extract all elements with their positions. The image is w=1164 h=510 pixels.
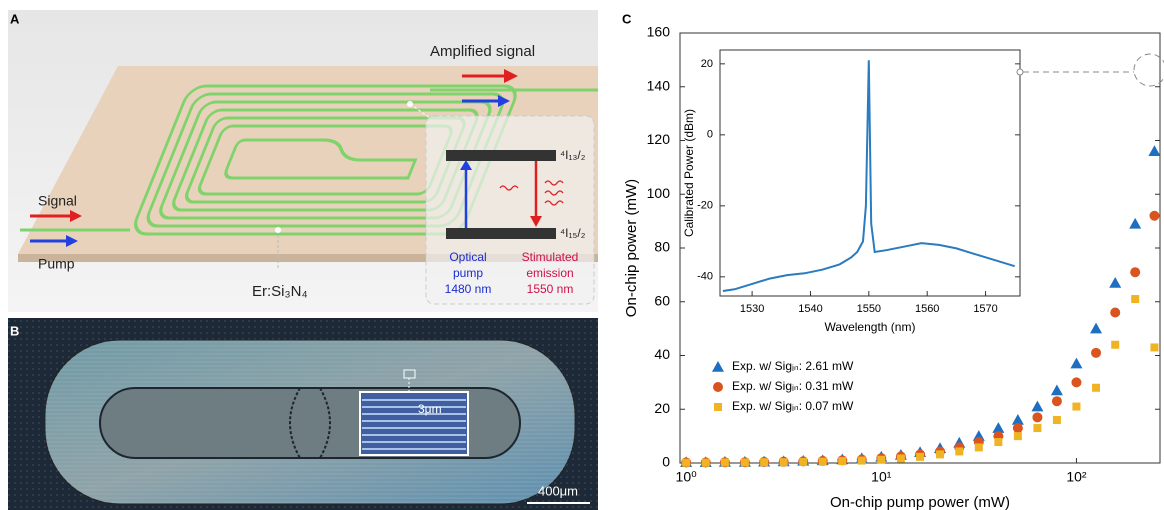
y-tick-label: -20 xyxy=(697,200,713,212)
y-tick-label: 40 xyxy=(654,346,670,362)
label: 1480 nm xyxy=(445,282,492,296)
marker xyxy=(1032,412,1042,422)
marker xyxy=(1131,295,1139,303)
y-axis-label: Calibrated Power (dBm) xyxy=(682,109,696,237)
panel-a: A Amplified signal Signal Pump Er:Si₃N₄ … xyxy=(8,10,598,312)
marker xyxy=(916,453,924,461)
y-tick-label: 80 xyxy=(654,239,670,255)
marker xyxy=(955,447,963,455)
label: Amplified signal xyxy=(430,43,535,60)
marker xyxy=(975,443,983,451)
marker xyxy=(1110,308,1120,318)
legend-marker xyxy=(714,403,722,411)
marker xyxy=(702,459,710,467)
zoom-inset xyxy=(360,392,468,455)
x-tick-label: 10² xyxy=(1066,469,1087,485)
marker xyxy=(1129,218,1141,229)
scale-bar-label: 400μm xyxy=(538,483,578,498)
y-tick-label: 60 xyxy=(654,292,670,308)
marker xyxy=(1014,432,1022,440)
marker xyxy=(1013,423,1023,433)
label: pump xyxy=(453,266,483,280)
annotation-dot xyxy=(1017,69,1023,75)
y-tick-label: 120 xyxy=(647,131,671,147)
energy-level xyxy=(446,150,556,161)
marker xyxy=(1070,358,1082,369)
marker xyxy=(1052,396,1062,406)
marker xyxy=(858,457,866,465)
y-tick-label: 140 xyxy=(647,77,671,93)
marker xyxy=(877,456,885,464)
y-tick-label: 20 xyxy=(701,58,713,70)
marker xyxy=(936,450,944,458)
panel-b: 3μm 400μm B xyxy=(8,318,598,510)
marker xyxy=(1149,211,1159,221)
marker xyxy=(994,438,1002,446)
x-tick-label: 10¹ xyxy=(871,469,892,485)
marker xyxy=(1071,377,1081,387)
marker xyxy=(1090,323,1102,334)
marker xyxy=(838,457,846,465)
level-label: ⁴I₁₃/₂ xyxy=(560,148,586,162)
legend-marker xyxy=(713,382,723,392)
x-axis-label: Wavelength (nm) xyxy=(825,320,916,334)
energy-level xyxy=(446,228,556,239)
leader-dot xyxy=(275,227,281,233)
label: Signal xyxy=(38,193,77,209)
marker xyxy=(1072,403,1080,411)
y-tick-label: -40 xyxy=(697,271,713,283)
marker xyxy=(1150,343,1158,351)
leader-dot xyxy=(407,101,413,107)
marker xyxy=(682,459,690,467)
panel-c: C 0 20 40 60 80 100 120 140 160 10⁰ 10¹ 10² On-chip … xyxy=(622,11,1164,510)
x-axis-label: On-chip pump power (mW) xyxy=(830,494,1010,510)
y-tick-label: 0 xyxy=(662,454,670,470)
marker xyxy=(1148,145,1160,156)
panel-letter: A xyxy=(10,11,20,26)
marker xyxy=(799,458,807,466)
y-axis-label: On-chip power (mW) xyxy=(623,179,640,317)
marker xyxy=(1031,401,1043,412)
gap-label: 3μm xyxy=(418,402,442,416)
x-tick-label: 1560 xyxy=(915,303,939,315)
panel-letter: B xyxy=(10,323,19,338)
level-label: ⁴I₁₅/₂ xyxy=(560,226,586,240)
marker xyxy=(1051,384,1063,395)
x-tick-label: 1540 xyxy=(798,303,822,315)
x-tick-label: 1550 xyxy=(857,303,881,315)
marker xyxy=(819,458,827,466)
legend-label: Exp. w/ Sigᵢₙ: 0.31 mW xyxy=(732,379,854,393)
marker xyxy=(1111,341,1119,349)
marker xyxy=(1033,424,1041,432)
marker xyxy=(741,458,749,466)
panel-letter: C xyxy=(622,11,632,26)
legend-marker xyxy=(712,361,724,372)
label: Stimulated xyxy=(522,250,579,264)
legend-label: Exp. w/ Sigᵢₙ: 0.07 mW xyxy=(732,399,854,413)
label: Er:Si₃N₄ xyxy=(252,283,308,300)
legend-label: Exp. w/ Sigᵢₙ: 2.61 mW xyxy=(732,359,854,373)
y-tick-label: 20 xyxy=(654,400,670,416)
marker xyxy=(1130,267,1140,277)
marker xyxy=(721,458,729,466)
label: 1550 nm xyxy=(527,282,574,296)
y-tick-label: 100 xyxy=(647,185,671,201)
marker xyxy=(1092,384,1100,392)
marker xyxy=(1053,416,1061,424)
label: Pump xyxy=(38,256,75,272)
marker xyxy=(1109,277,1121,288)
x-tick-label: 10⁰ xyxy=(676,469,698,485)
marker xyxy=(897,454,905,462)
label: emission xyxy=(526,266,573,280)
y-tick-label: 160 xyxy=(647,24,671,40)
x-tick-label: 1570 xyxy=(973,303,997,315)
label: Optical xyxy=(449,250,486,264)
x-tick-label: 1530 xyxy=(740,303,764,315)
marker xyxy=(1091,348,1101,358)
figure: A Amplified signal Signal Pump Er:Si₃N₄ … xyxy=(0,0,1164,510)
marker xyxy=(780,458,788,466)
y-tick-label: 0 xyxy=(707,129,713,141)
marker xyxy=(760,458,768,466)
